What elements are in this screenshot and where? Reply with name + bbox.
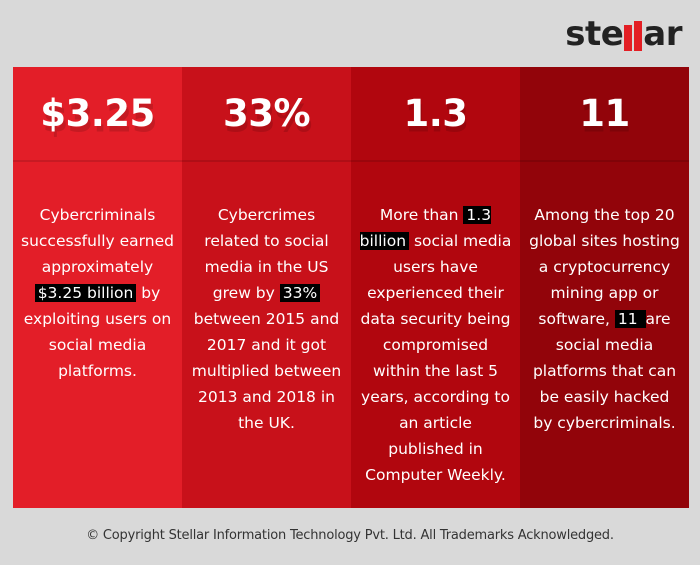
stat-value: $3.25 <box>40 92 155 135</box>
logo-bars-icon <box>624 21 643 51</box>
stat-card-1: $3.25 $3.25 Cybercriminals successfully … <box>13 67 182 508</box>
stellar-logo: ste ar <box>565 14 682 54</box>
stats-panel: $3.25 $3.25 Cybercriminals successfully … <box>13 67 689 508</box>
stat-value-shadow: $3.25 <box>42 97 158 141</box>
desc-text: between 2015 and 2017 and it got multipl… <box>191 310 342 432</box>
desc-text: by exploiting users on social media plat… <box>23 284 172 380</box>
desc-text: Cybercriminals successfully earned appro… <box>21 206 174 276</box>
desc-text: social media users have experienced thei… <box>360 232 512 484</box>
stat-card-4: 11 11 Among the top 20 global sites host… <box>520 67 689 508</box>
stat-header: 11 11 <box>520 67 689 162</box>
stat-description: Cybercrimes related to social media in t… <box>182 162 351 436</box>
logo-text-prefix: ste <box>565 14 624 54</box>
copyright-footer: © Copyright Stellar Information Technolo… <box>86 528 614 543</box>
desc-text: Among the top 20 global sites hosting a … <box>529 206 680 328</box>
highlight: $3.25 billion <box>34 284 137 302</box>
stat-header: $3.25 $3.25 <box>13 67 182 162</box>
logo-text-suffix: ar <box>643 14 682 54</box>
highlight: 33% <box>279 284 321 302</box>
stat-value: 11 <box>579 92 630 135</box>
stat-value: 1.3 <box>403 92 468 135</box>
stat-value-shadow: 1.3 <box>404 97 470 141</box>
highlight: 11 <box>614 310 646 328</box>
stat-description: Among the top 20 global sites hosting a … <box>520 162 689 436</box>
desc-text: More than <box>379 206 464 224</box>
stat-header: 1.3 1.3 <box>351 67 520 162</box>
desc-text: Cybercrimes related to social media in t… <box>204 206 329 302</box>
stat-description: More than 1.3 billion social media users… <box>351 162 520 488</box>
stat-value-shadow: 11 <box>580 97 631 141</box>
desc-text: are social media platforms that can be e… <box>532 310 677 432</box>
stat-value-shadow: 33% <box>224 97 313 141</box>
stat-value: 33% <box>222 92 311 135</box>
stat-card-3: 1.3 1.3 More than 1.3 billion social med… <box>351 67 520 508</box>
stat-description: Cybercriminals successfully earned appro… <box>13 162 182 384</box>
stat-header: 33% 33% <box>182 67 351 162</box>
stat-card-2: 33% 33% Cybercrimes related to social me… <box>182 67 351 508</box>
